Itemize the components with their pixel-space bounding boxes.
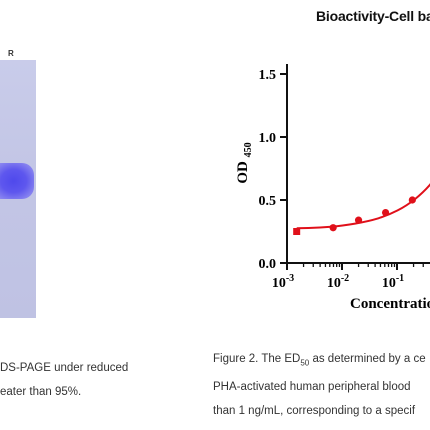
- data-point: [408, 196, 416, 204]
- x-tick-exponent: -3: [286, 273, 294, 284]
- x-tick-exponent: -2: [341, 273, 349, 284]
- chart-series: [296, 183, 430, 230]
- gel-caption-line-2: eater than 95%.: [0, 386, 82, 398]
- figure-caption-line-2: PHA-activated human peripheral blood: [213, 381, 411, 394]
- y-ticks: 0.0 0.5 1.0 1.5: [259, 68, 287, 272]
- data-point: [354, 216, 363, 224]
- chart-axes: [286, 64, 430, 264]
- gel-lane-label: R: [8, 49, 14, 58]
- data-point: [381, 209, 390, 217]
- y-axis-label: OD 450: [235, 142, 254, 183]
- fit-curve: [296, 183, 430, 230]
- x-tick-base: 10: [382, 276, 396, 291]
- y-tick-label: 1.0: [259, 131, 277, 146]
- y-axis-label-subscript: 450: [243, 142, 254, 157]
- y-tick-label: 0.0: [259, 257, 277, 272]
- x-ticks: 10-3 10-2 10-1: [272, 263, 424, 291]
- x-tick-label: 10-2: [327, 273, 349, 291]
- x-tick-label: 10-3: [272, 273, 294, 291]
- x-tick-base: 10: [327, 276, 341, 291]
- figure-caption-line-3: than 1 ng/mL, corresponding to a specif: [213, 405, 416, 418]
- figure-caption: Figure 2. The ED50 as determined by a ce…: [213, 347, 426, 423]
- bioactivity-chart: 0.00.51.01.5 10-3 10-2 10-1 OD 450 Concent…: [235, 64, 430, 312]
- gel-caption-line-1: DS-PAGE under reduced: [0, 362, 129, 374]
- ed50-subscript: 50: [300, 358, 310, 368]
- data-point: [293, 228, 301, 235]
- y-tick-label: 1.5: [259, 68, 277, 83]
- gel-caption: DS-PAGE under reduced eater than 95%.: [0, 356, 128, 404]
- x-tick-label: 10-1: [382, 273, 404, 291]
- x-tick-base: 10: [272, 276, 286, 291]
- data-point: [329, 224, 337, 232]
- y-tick-label: 0.5: [259, 194, 277, 209]
- section-title: Bioactivity-Cell ba: [316, 8, 430, 24]
- figure-caption-line-1: Figure 2. The ED50 as determined by a ce: [213, 353, 426, 368]
- y-axis-label-main: OD: [235, 161, 251, 184]
- chart-points: [293, 196, 416, 235]
- gel-protein-band: [0, 163, 34, 199]
- x-axis-label: Concentration: [350, 296, 430, 312]
- x-tick-exponent: -1: [396, 273, 404, 284]
